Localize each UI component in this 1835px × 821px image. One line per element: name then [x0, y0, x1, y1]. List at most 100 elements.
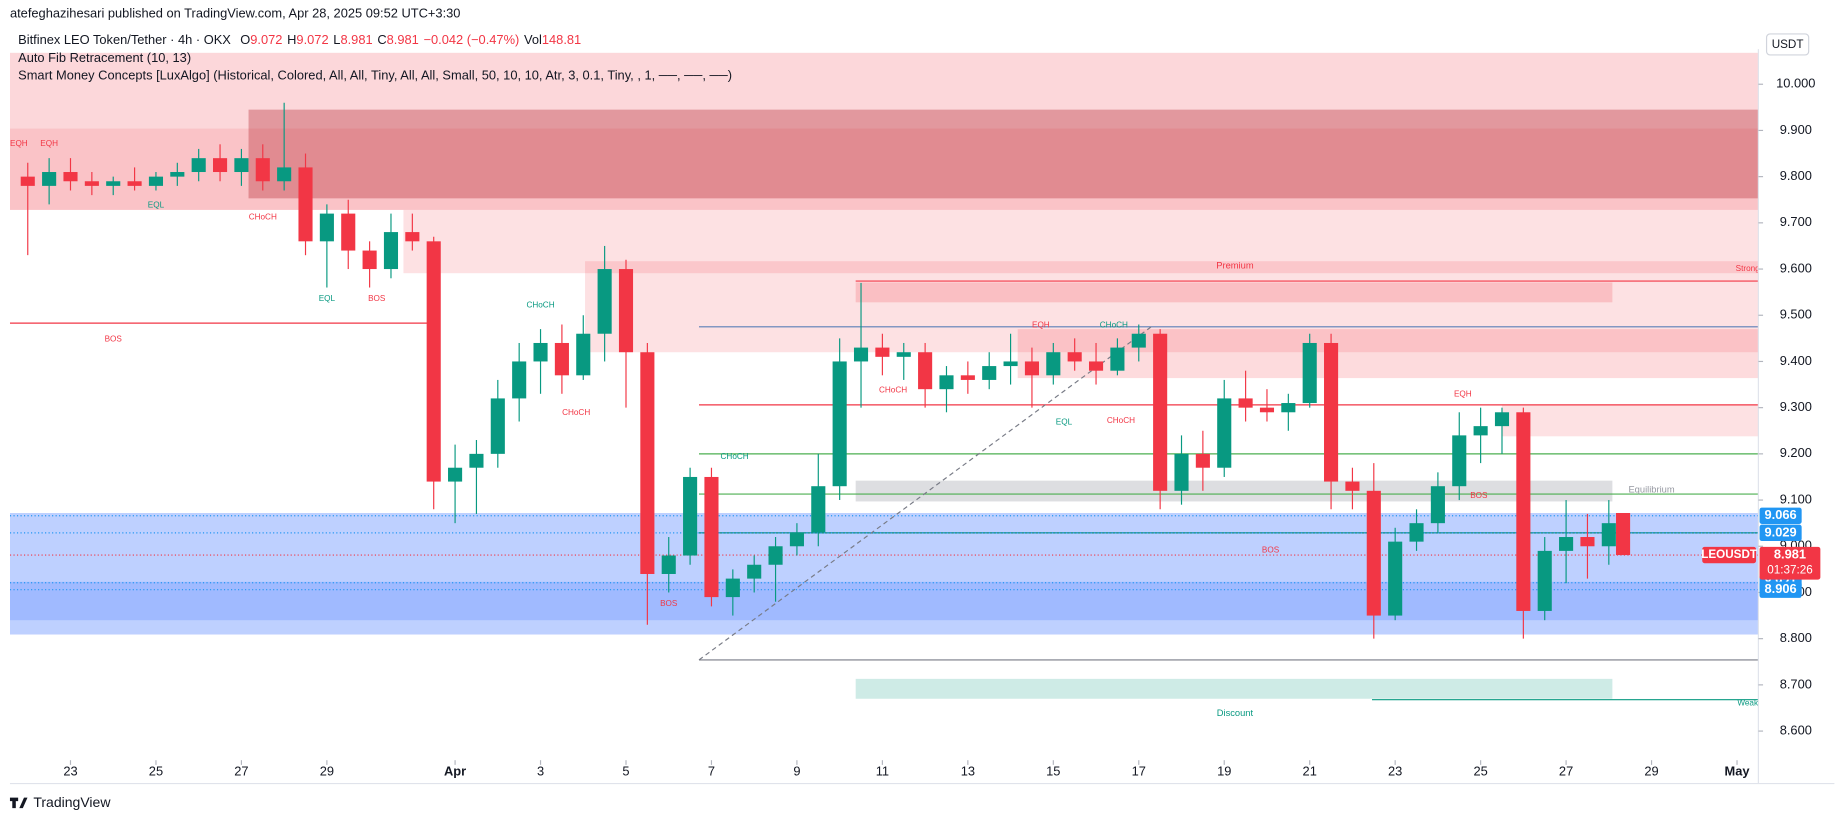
candle-body: [42, 172, 57, 186]
y-tick-label: 9.200: [1780, 445, 1812, 460]
candle-body: [1302, 342, 1317, 404]
y-tick-label: 8.800: [1780, 630, 1812, 645]
candle-body: [533, 342, 548, 362]
candle-body: [1409, 523, 1424, 542]
price-tag-label: 9.029: [1765, 524, 1797, 539]
candle-body: [1366, 490, 1381, 616]
candle-body: [148, 176, 164, 186]
x-tick-label: 23: [63, 763, 77, 778]
annotation: EQH: [1454, 389, 1472, 398]
last-price-name-box: [1702, 546, 1757, 564]
candle-body: [811, 486, 826, 533]
zone: [9, 581, 1759, 621]
candle-body: [768, 546, 783, 565]
candle-body: [319, 213, 334, 242]
annotation: CHoCH: [1107, 416, 1135, 425]
annotation: Equilibrium: [1628, 484, 1674, 494]
annotation: Strong: [1736, 264, 1761, 273]
candle-body: [1003, 361, 1018, 367]
annotation: CHoCH: [1100, 321, 1128, 330]
last-price-label: 8.981: [1774, 546, 1806, 561]
x-tick-label: May: [1725, 763, 1751, 778]
annotation: Discount: [1217, 708, 1254, 718]
candle-body: [939, 375, 954, 390]
volume: 148.81: [542, 32, 581, 47]
currency-box[interactable]: [1765, 33, 1810, 56]
annotation: CHoCH: [249, 212, 277, 221]
candle-body: [853, 347, 869, 362]
candle-body: [896, 352, 911, 357]
candle-body: [1088, 361, 1104, 371]
candle-body: [362, 250, 377, 270]
candle-body: [1388, 541, 1403, 616]
zone: [585, 261, 1759, 353]
x-tick-label: 29: [320, 763, 334, 778]
currency: USDT: [1772, 38, 1804, 51]
ohlc-value: 9.072: [250, 32, 282, 47]
y-tick-label: 9.800: [1780, 168, 1812, 183]
candle-body: [1537, 550, 1552, 611]
countdown: 01:37:26: [1767, 563, 1813, 576]
plot-area: EQH EQH EQL CHoCH EQL BOS BOS CHoCH CHoCH CHoCH BO…: [9, 52, 1761, 718]
candle-body: [982, 366, 997, 380]
ohlc-value: 8.981: [340, 32, 372, 47]
published-line: atefeghazihesari published on TradingVie…: [10, 5, 460, 20]
volume-label: Vol: [524, 32, 542, 47]
symbol: Bitfinex LEO Token/Tether · 4h · OKX: [18, 32, 231, 47]
candle-body: [63, 172, 78, 182]
zone: [855, 480, 1613, 502]
candle-body: [1195, 453, 1210, 468]
candle-body: [640, 352, 655, 574]
zone: [403, 209, 1759, 274]
candle-body: [704, 476, 719, 598]
candle-body: [1024, 361, 1039, 376]
candle-body: [490, 398, 505, 454]
brand: TradingView: [33, 794, 111, 810]
ohlc-value: 9.072: [296, 32, 328, 47]
candle-body: [661, 555, 676, 574]
candle-body: [1473, 426, 1488, 436]
candle-body: [1559, 537, 1574, 551]
candle-body: [832, 361, 847, 487]
x-tick-label: 9: [793, 763, 800, 778]
legend: Bitfinex LEO Token/Tether · 4h · OKX O9.0…: [18, 32, 581, 47]
y-tick-label: 9.100: [1780, 491, 1812, 506]
zone: [855, 282, 1613, 303]
candle-body: [213, 158, 228, 173]
annotation: EQH: [1032, 321, 1050, 330]
candle-body: [20, 176, 35, 186]
x-tick-label: 15: [1046, 763, 1060, 778]
annotation: BOS: [660, 599, 678, 608]
candle-body: [1601, 523, 1616, 547]
last-price-box: [1759, 546, 1821, 580]
candle-body: [1516, 412, 1531, 611]
candle-body: [875, 347, 890, 357]
ohlc-value: 8.981: [387, 32, 419, 47]
x-tick-label: 17: [1132, 763, 1146, 778]
price-tag: [1759, 581, 1802, 598]
ohlc-label: C: [377, 32, 386, 47]
y-tick-label: 10.000: [1776, 76, 1815, 91]
candle-body: [341, 213, 356, 251]
candle-body: [469, 453, 484, 468]
candle-body: [1238, 398, 1253, 408]
x-tick-label: 25: [1473, 763, 1487, 778]
candle-body: [255, 158, 270, 182]
zone: [855, 678, 1613, 699]
candle-body: [1217, 398, 1232, 468]
candle-body: [1281, 403, 1296, 413]
candle-body: [84, 181, 99, 186]
candle-body: [747, 564, 762, 579]
annotation: EQH: [10, 139, 28, 148]
y-tick-label: 9.900: [1780, 122, 1812, 137]
zone: [248, 109, 1759, 199]
x-tick-label: 23: [1388, 763, 1402, 778]
candle-body: [1494, 412, 1510, 427]
candle-body: [1616, 512, 1631, 556]
candle-body: [1153, 333, 1168, 491]
x-tick-label: 3: [537, 763, 544, 778]
annotation: Weak: [1737, 699, 1759, 708]
annotation: EQH: [40, 139, 58, 148]
